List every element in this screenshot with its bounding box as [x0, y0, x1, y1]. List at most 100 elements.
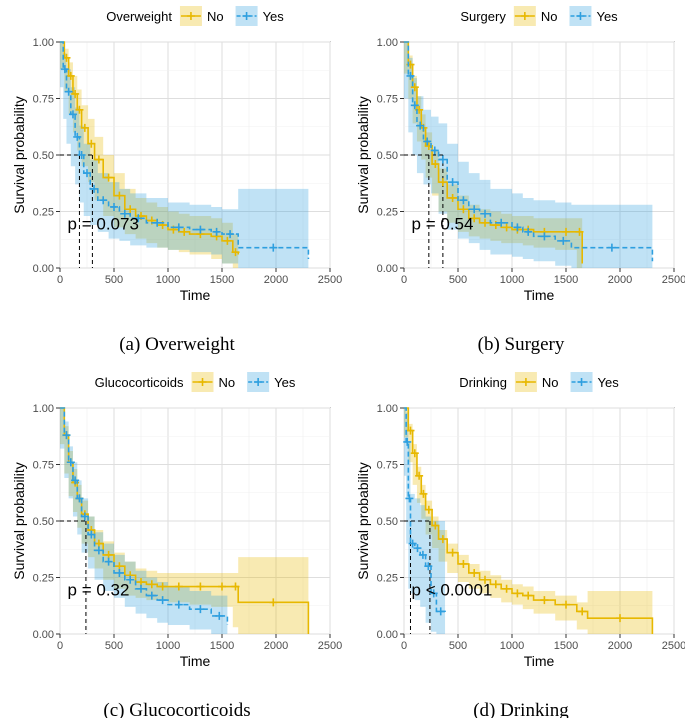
y-tick-label: 0.75 [377, 460, 398, 472]
censor-mark [126, 205, 135, 214]
censor-mark [94, 546, 103, 555]
censor-mark [94, 539, 103, 548]
panel-body: 0 500 1000 1500 2000 2500 0.00 0.25 0.50 0.75 1.00… [11, 372, 342, 718]
censor-mark [481, 575, 489, 584]
y-tick-label: 1.00 [33, 403, 54, 415]
y-axis-title: Survival probability [11, 96, 27, 214]
y-tick-label: 0.50 [33, 150, 54, 162]
censor-mark [607, 243, 616, 252]
legend: Glucocorticoids No Yes [95, 372, 296, 392]
censor-mark [431, 521, 440, 530]
legend: Overweight No Yes [106, 6, 284, 26]
censor-mark [60, 65, 69, 74]
legend-censor-mark [520, 12, 529, 20]
panel-caption: (b) Surgery [478, 334, 565, 355]
legend-key-yes: Yes [247, 372, 296, 392]
censor-mark [77, 151, 86, 159]
censor-mark [438, 178, 447, 187]
y-tick-label: 0.75 [377, 94, 398, 106]
censor-mark [231, 582, 240, 591]
legend-censor-mark [577, 378, 586, 386]
p-value: p = 0.073 [68, 215, 139, 234]
x-tick-label: 1000 [500, 274, 524, 286]
censor-marks-no [62, 431, 278, 607]
censor-marks-yes [62, 431, 224, 620]
censor-mark [104, 557, 113, 566]
panel-drinking: 0 500 1000 1500 2000 2500 0.00 0.25 0.50 0.75 1.00… [355, 372, 685, 718]
legend-censor-mark [242, 12, 251, 20]
censor-mark [575, 227, 584, 236]
panel-body: 0 500 1000 1500 2000 2500 0.00 0.25 0.50 0.75 1.00… [355, 6, 685, 355]
panel-surgery: 0 500 1000 1500 2000 2500 0.00 0.25 0.50 0.75 1.00… [355, 6, 685, 355]
panel-body: 0 500 1000 1500 2000 2500 0.00 0.25 0.50 0.75 1.00… [355, 372, 685, 718]
gridlines [403, 407, 675, 635]
x-tick-label: 2500 [662, 274, 685, 286]
x-tick-label: 2500 [318, 274, 342, 286]
x-tick-label: 1500 [554, 274, 578, 286]
censor-mark [502, 223, 511, 232]
x-tick-label: 500 [449, 274, 467, 286]
panel-overweight: 0 500 1000 1500 2000 2500 0.00 0.25 0.50 0.75 1.00… [11, 6, 342, 355]
x-axis-title: Time [180, 287, 211, 303]
censor-mark [66, 458, 75, 467]
censor-mark [491, 580, 500, 589]
x-tick-label: 1500 [210, 274, 234, 286]
censor-mark [104, 550, 113, 559]
censor-mark [448, 178, 457, 187]
legend-key-no: No [514, 372, 559, 392]
ci-band-yes [60, 42, 309, 268]
censor-mark [429, 589, 438, 598]
censor-mark [459, 205, 468, 214]
legend-key-no: No [513, 6, 557, 26]
y-tick-label: 0.25 [377, 207, 398, 219]
x-tick-label: 2000 [608, 274, 632, 286]
censor-mark [223, 236, 232, 245]
x-tick-label: 1000 [156, 640, 180, 652]
panel-body: 0 500 1000 1500 2000 2500 0.00 0.25 0.50 0.75 1.00… [11, 6, 342, 355]
y-axis-title: Survival probability [355, 96, 371, 214]
y-tick-label: 0.25 [33, 573, 54, 585]
censor-mark [430, 146, 439, 155]
panel-caption: (a) Overweight [119, 334, 235, 355]
y-tick-label: 1.00 [377, 37, 398, 49]
y-tick-label: 0.75 [33, 94, 54, 106]
x-tick-label: 500 [105, 640, 123, 652]
legend-title: Overweight [106, 9, 172, 24]
censor-mark [418, 550, 427, 559]
censor-mark [215, 611, 224, 620]
censor-mark [436, 607, 445, 616]
legend-key-yes: Yes [235, 6, 284, 26]
censor-mark [158, 596, 167, 605]
ci-band-no [404, 408, 653, 634]
censor-mark [75, 494, 84, 503]
censor-mark [406, 71, 415, 80]
y-tick-label: 0.75 [33, 460, 54, 472]
censor-mark [481, 218, 489, 227]
censor-mark [562, 600, 570, 609]
legend-label: No [207, 9, 224, 24]
median-lines [404, 520, 431, 634]
panel-caption: (c) Glucocorticoids [103, 700, 250, 718]
censor-mark [226, 230, 235, 239]
legend-label: Yes [596, 9, 618, 24]
censor-mark [616, 614, 624, 623]
legend-key-yes: Yes [569, 6, 618, 26]
median-lines [404, 154, 444, 268]
censor-mark [524, 591, 533, 600]
censor-mark [126, 575, 135, 584]
legend-key-no: No [179, 6, 224, 26]
panel-caption: (d) Drinking [473, 700, 569, 718]
censor-mark [158, 582, 167, 591]
censor-mark [448, 193, 457, 202]
x-tick-label: 0 [57, 640, 63, 652]
censor-mark [459, 196, 468, 205]
censor-mark [104, 173, 113, 182]
x-tick-label: 2000 [264, 640, 288, 652]
censor-mark [137, 584, 145, 593]
median-lines [60, 520, 87, 634]
censor-mark [470, 205, 479, 214]
legend-label: No [219, 375, 236, 390]
censor-mark [540, 232, 549, 241]
censor-mark [68, 110, 77, 119]
censor-mark [424, 505, 433, 514]
